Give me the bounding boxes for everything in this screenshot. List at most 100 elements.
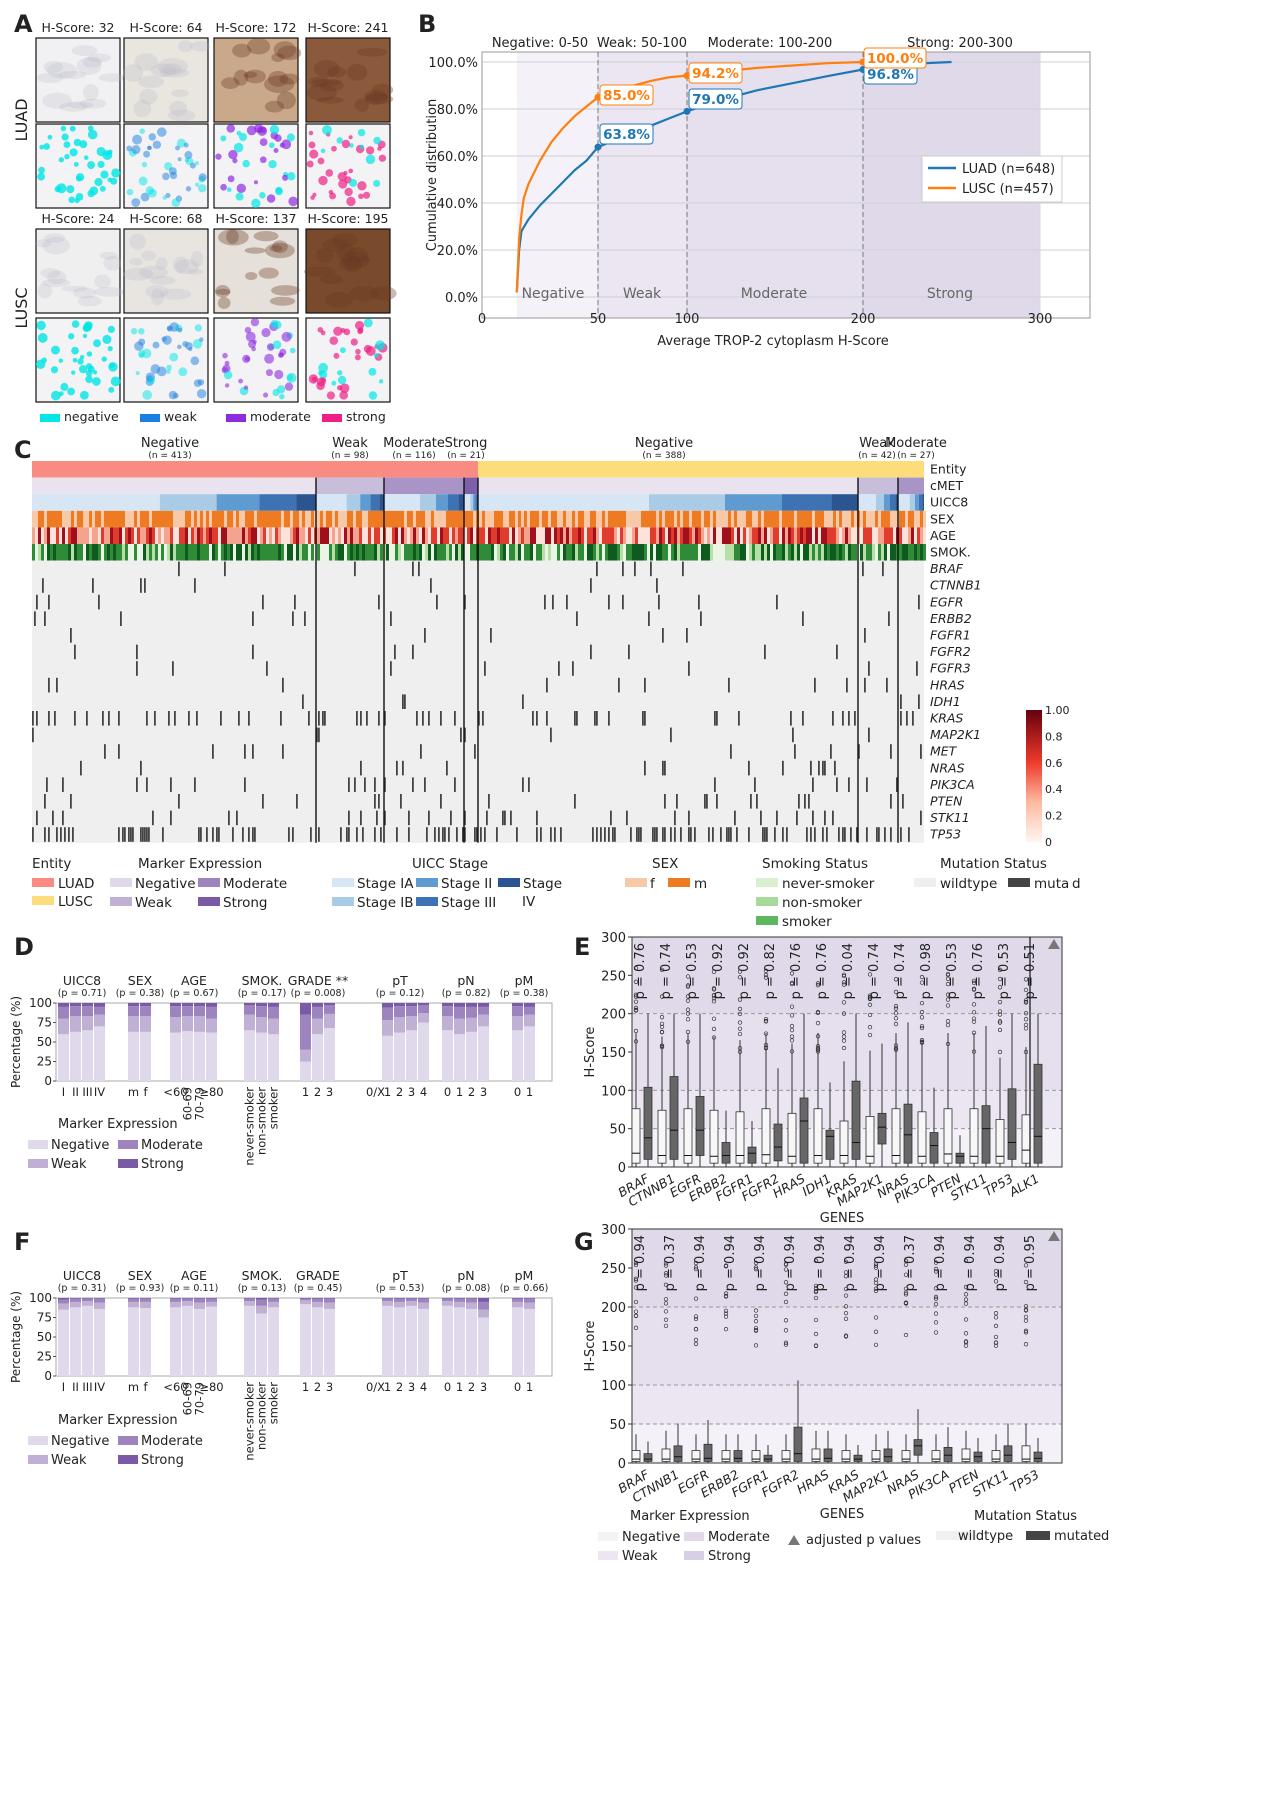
outlier	[813, 1317, 819, 1323]
x-tick-label: f	[143, 1085, 148, 1099]
mutation-tick	[98, 594, 100, 610]
bar-segment	[394, 1017, 405, 1033]
age-cell	[356, 527, 359, 544]
box-wildtype	[631, 1108, 641, 1164]
outlier	[813, 1288, 819, 1294]
cell-marker	[242, 354, 251, 363]
smok-cell	[878, 544, 881, 561]
sex-cell	[416, 510, 419, 528]
sex-cell	[101, 510, 104, 528]
bar-segment	[82, 1301, 93, 1306]
mutation-tick	[486, 810, 488, 826]
sex-cell	[527, 510, 530, 528]
outlier	[919, 1025, 925, 1031]
colorbar-tick: 0.4	[1045, 783, 1063, 796]
tissue-blob	[123, 64, 144, 82]
smok-cell	[866, 544, 869, 561]
smok-cell	[524, 544, 527, 561]
sex-cell	[479, 510, 482, 528]
ihc-tile	[35, 228, 121, 314]
outlier	[933, 1294, 939, 1300]
outlier	[963, 1284, 969, 1290]
outlier	[693, 1265, 699, 1270]
smok-cell	[587, 544, 590, 561]
sex-cell	[203, 510, 206, 528]
cell-marker	[348, 168, 354, 174]
y-axis-label: H-Score	[583, 1321, 598, 1372]
bar-segment	[524, 1308, 535, 1376]
smok-cell	[266, 544, 269, 561]
box-mutated	[823, 1448, 833, 1462]
mutation-tick	[906, 711, 908, 726]
x-tick-label: I	[62, 1085, 65, 1099]
legend-label: Moderate	[141, 1434, 203, 1449]
cell-marker	[289, 347, 296, 354]
group-label: Negative	[141, 436, 199, 451]
smok-cell	[257, 544, 260, 561]
smok-cell	[38, 544, 41, 561]
outlier	[1023, 1279, 1029, 1285]
cell-marker	[363, 191, 371, 199]
box-mutated	[673, 1445, 683, 1462]
sex-cell	[77, 510, 80, 528]
cell-marker	[69, 125, 76, 132]
sex-cell	[311, 510, 314, 528]
age-cell	[353, 527, 356, 544]
outlier	[873, 1263, 879, 1268]
sex-cell	[920, 510, 923, 528]
bar-segment	[94, 1308, 105, 1376]
mutation-tick	[46, 777, 48, 792]
mutation-tick	[308, 711, 310, 726]
outlier	[815, 1034, 821, 1039]
mutation-tick	[304, 611, 306, 626]
age-cell	[827, 527, 830, 544]
hscore-label: H-Score: 241	[308, 20, 389, 35]
cell-marker	[363, 318, 373, 328]
cell-marker	[253, 180, 259, 185]
sex-cell	[392, 510, 395, 528]
sex-cell	[401, 510, 404, 528]
box-mutated	[763, 1454, 773, 1462]
age-cell	[650, 527, 653, 544]
bar-segment	[454, 1298, 465, 1302]
cell-marker	[339, 347, 346, 354]
panel-letter-f: F	[14, 1228, 30, 1256]
p-value: p = 0.94	[633, 1235, 648, 1291]
age-cell	[395, 527, 398, 544]
x-tick-label: 60-69	[181, 1087, 195, 1120]
age-cell	[749, 527, 752, 544]
outlier	[783, 1280, 789, 1285]
outlier	[867, 1012, 873, 1018]
cell-marker	[171, 198, 181, 207]
mutation-tick	[626, 810, 628, 826]
sex-cell	[200, 510, 203, 528]
cell-marker	[94, 177, 103, 187]
outlier	[1023, 987, 1029, 993]
sex-cell	[260, 510, 263, 528]
x-tick-label: IV	[94, 1085, 105, 1099]
sex-cell	[140, 510, 143, 528]
sex-cell	[263, 510, 266, 528]
sex-cell	[380, 510, 383, 528]
outlier	[919, 1040, 925, 1045]
outlier	[685, 1029, 691, 1035]
smok-cell	[41, 544, 44, 561]
outlier	[933, 1266, 939, 1272]
age-cell	[440, 527, 443, 544]
bar-segment	[58, 1298, 69, 1300]
cell-marker	[138, 338, 146, 346]
mutation-tick	[140, 760, 142, 776]
legend-title: SEX	[652, 856, 678, 872]
outlier	[873, 1315, 879, 1320]
cell-marker	[184, 158, 190, 163]
tissue-blob	[322, 238, 350, 252]
sex-cell	[710, 510, 713, 528]
age-cell	[431, 527, 434, 544]
row-label: MAP2K1	[930, 727, 981, 742]
sex-cell	[56, 510, 59, 528]
smok-cell	[755, 544, 758, 561]
bar-segment	[194, 1006, 205, 1017]
mutation-tick	[474, 827, 476, 842]
age-cell	[365, 527, 368, 544]
smok-cell	[320, 544, 323, 561]
